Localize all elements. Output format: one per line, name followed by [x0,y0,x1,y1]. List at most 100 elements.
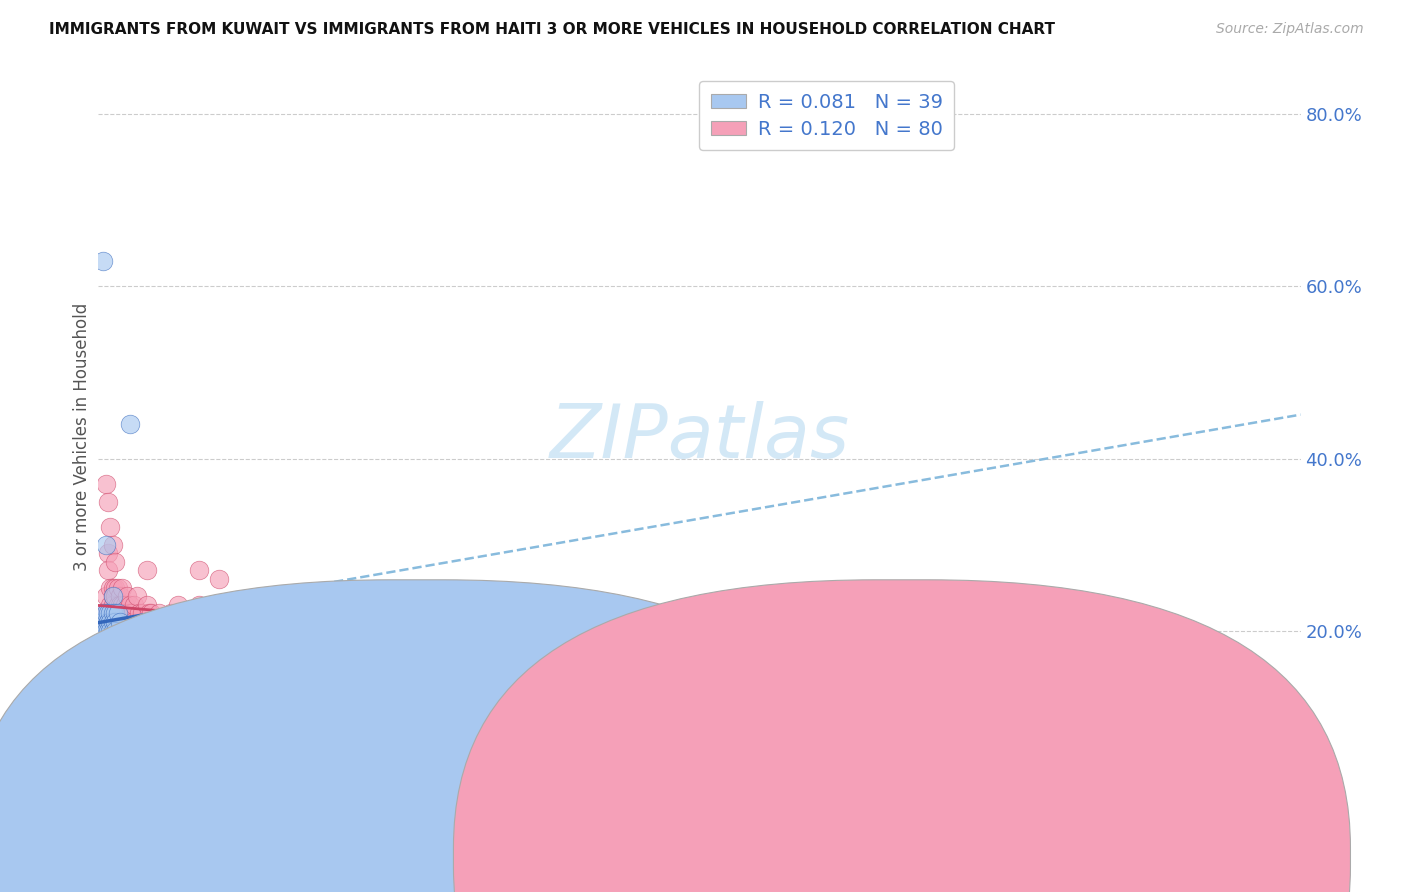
Point [114,598,136,612]
Point [104,607,127,621]
Point [107,658,129,673]
Point [94,607,117,621]
Point [104,589,127,603]
Point [111,640,134,655]
Point [94,632,117,647]
Text: Source: ZipAtlas.com: Source: ZipAtlas.com [1216,22,1364,37]
Point [107,607,129,621]
Point [94,615,117,629]
Point [188,564,211,578]
Point [104,624,127,638]
Point [101,538,124,552]
Point [172,615,194,629]
Point [179,607,201,621]
Point [94,607,117,621]
Point [125,589,148,603]
Point [148,666,170,681]
Point [135,598,157,612]
Point [101,607,124,621]
Point [117,589,139,603]
Point [100,632,122,647]
Point [108,607,131,621]
Point [90,615,112,629]
Point [101,581,124,595]
Point [117,658,139,673]
Point [94,640,117,655]
Text: Immigrants from Haiti: Immigrants from Haiti [939,848,1139,866]
Point [101,624,124,638]
Point [183,624,205,638]
Point [107,598,129,612]
Point [91,607,114,621]
Point [101,632,124,647]
Point [101,632,124,647]
Point [94,640,117,655]
Point [232,607,254,621]
Point [131,607,153,621]
Point [90,632,112,647]
Point [101,640,124,655]
Point [142,615,165,629]
Point [141,607,163,621]
Point [97,624,120,638]
Point [94,538,117,552]
Point [108,615,131,629]
Point [100,632,122,647]
Point [100,615,122,629]
Point [107,624,129,638]
Point [104,615,127,629]
Point [107,615,129,629]
Point [97,607,120,621]
Point [97,494,120,508]
Point [94,589,117,603]
Point [138,607,160,621]
Point [90,727,112,741]
Point [97,607,120,621]
Point [97,615,120,629]
Point [100,624,122,638]
Point [100,520,122,534]
Point [100,640,122,655]
Point [97,640,120,655]
Point [91,640,114,655]
Point [97,632,120,647]
Point [100,615,122,629]
Point [124,624,146,638]
Point [111,581,134,595]
Point [104,624,127,638]
Point [195,632,218,647]
Point [121,607,143,621]
Point [101,598,124,612]
Point [94,624,117,638]
Text: IMMIGRANTS FROM KUWAIT VS IMMIGRANTS FROM HAITI 3 OR MORE VEHICLES IN HOUSEHOLD : IMMIGRANTS FROM KUWAIT VS IMMIGRANTS FRO… [49,22,1056,37]
Point [208,572,231,586]
Point [104,607,127,621]
Point [117,615,139,629]
Point [97,564,120,578]
Point [108,598,131,612]
Point [118,607,141,621]
Point [159,607,181,621]
Point [91,624,114,638]
Point [90,624,112,638]
Point [114,607,136,621]
Point [97,615,120,629]
Y-axis label: 3 or more Vehicles in Household: 3 or more Vehicles in Household [73,303,91,571]
Point [100,581,122,595]
Point [97,640,120,655]
Point [128,607,150,621]
Point [91,607,114,621]
Point [108,589,131,603]
Point [111,598,134,612]
Point [101,615,124,629]
Point [107,684,129,698]
Point [104,555,127,569]
Point [118,598,141,612]
Point [166,598,188,612]
Point [100,598,122,612]
Text: ZIPatlas: ZIPatlas [550,401,849,473]
Point [135,564,157,578]
Point [91,615,114,629]
Point [104,615,127,629]
Point [94,632,117,647]
